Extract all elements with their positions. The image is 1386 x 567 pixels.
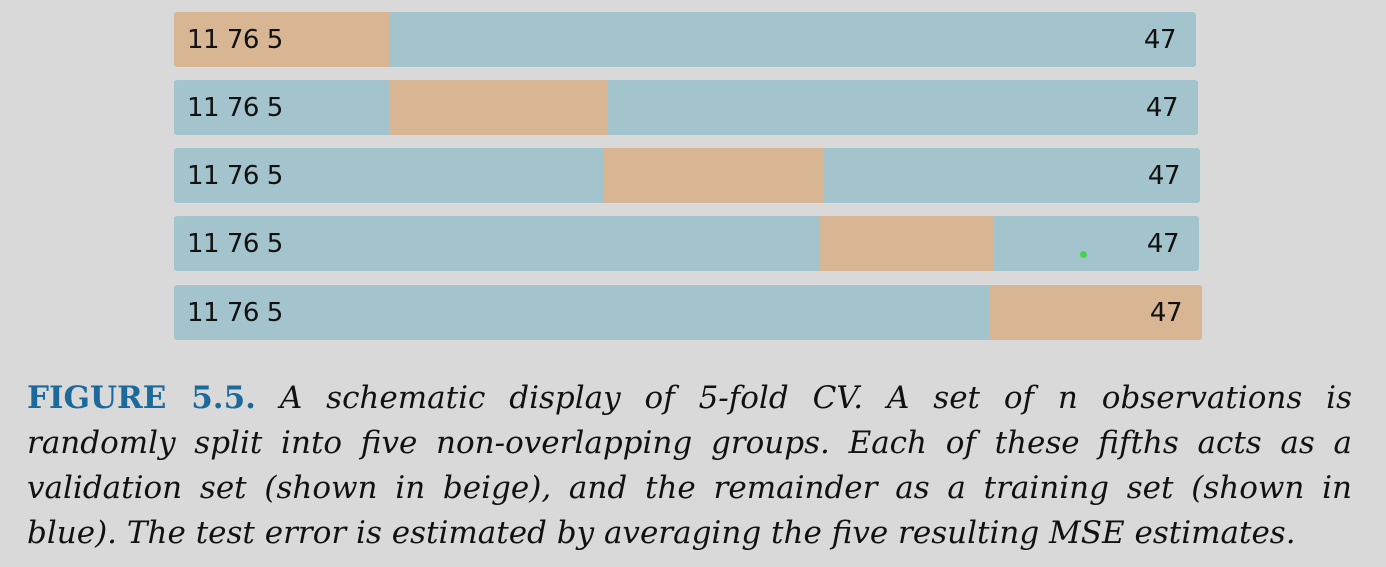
row-right-label: 47 <box>1149 297 1183 328</box>
caption-line-2: randomly split into five non-overlapping… <box>27 425 1352 461</box>
validation-fold-segment-1 <box>174 12 389 67</box>
marker-dot <box>1080 251 1087 258</box>
fold-row-4: 11 76 5 47 <box>174 216 1199 271</box>
row-left-label: 11 76 5 <box>187 92 283 123</box>
row-left-label: 11 76 5 <box>187 297 283 328</box>
caption-line-3: validation set (shown in beige), and the… <box>27 470 1352 506</box>
caption-line-1: FIGURE 5.5. A schematic display of 5-fol… <box>27 376 1352 421</box>
validation-fold-segment-3 <box>604 148 824 203</box>
validation-fold-segment-4 <box>820 216 994 271</box>
row-left-label: 11 76 5 <box>187 24 283 55</box>
fold-row-1: 11 76 5 47 <box>174 12 1196 67</box>
row-right-label: 47 <box>1145 92 1179 123</box>
row-left-label: 11 76 5 <box>187 228 283 259</box>
figure-label: FIGURE 5.5. <box>27 380 256 416</box>
row-right-label: 47 <box>1146 228 1180 259</box>
fold-row-3: 11 76 5 47 <box>174 148 1200 203</box>
caption-text: A schematic display of 5-fold CV. A set … <box>279 380 1352 416</box>
fold-row-2: 11 76 5 47 <box>174 80 1198 135</box>
fold-row-5: 11 76 5 47 <box>174 285 1202 340</box>
row-right-label: 47 <box>1143 24 1177 55</box>
row-right-label: 47 <box>1147 160 1181 191</box>
validation-fold-segment-5 <box>989 285 1202 340</box>
row-left-label: 11 76 5 <box>187 160 283 191</box>
figure-caption: FIGURE 5.5. A schematic display of 5-fol… <box>27 376 1352 556</box>
caption-line-4: blue). The test error is estimated by av… <box>27 515 1296 551</box>
validation-fold-segment-2 <box>389 80 608 135</box>
